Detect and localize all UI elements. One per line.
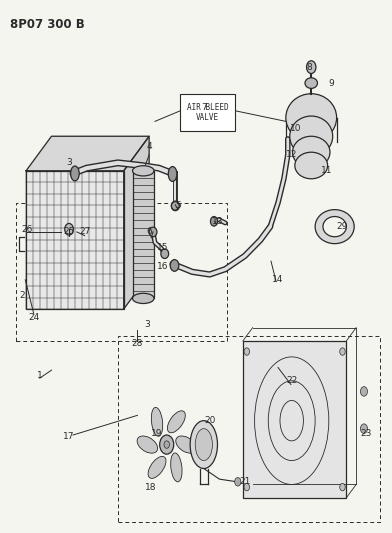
Text: 26: 26	[22, 225, 33, 234]
Text: 10: 10	[290, 124, 301, 133]
Text: 8: 8	[307, 63, 312, 71]
Circle shape	[235, 478, 241, 486]
Text: 22: 22	[286, 376, 297, 385]
Ellipse shape	[315, 209, 354, 244]
Ellipse shape	[211, 216, 218, 226]
Text: 21: 21	[239, 478, 250, 486]
Bar	[132, 171, 154, 298]
Text: 3: 3	[144, 320, 150, 329]
Circle shape	[244, 348, 250, 356]
Ellipse shape	[292, 136, 330, 168]
Text: 13: 13	[212, 217, 223, 226]
Text: 17: 17	[63, 432, 75, 441]
Circle shape	[340, 483, 345, 491]
Ellipse shape	[305, 78, 318, 88]
Circle shape	[361, 386, 367, 396]
Bar	[243, 341, 347, 498]
Text: 23: 23	[360, 430, 372, 439]
Ellipse shape	[65, 223, 73, 235]
Ellipse shape	[171, 201, 179, 211]
Text: 20: 20	[204, 416, 215, 425]
Bar	[180, 94, 235, 131]
Circle shape	[361, 424, 367, 433]
Ellipse shape	[149, 227, 157, 237]
Text: 15: 15	[157, 244, 169, 253]
Ellipse shape	[171, 453, 182, 482]
Ellipse shape	[295, 152, 328, 179]
Text: 3: 3	[66, 158, 72, 167]
Text: 6: 6	[146, 228, 152, 237]
Ellipse shape	[323, 216, 347, 237]
Ellipse shape	[190, 421, 218, 469]
Text: 11: 11	[321, 166, 332, 175]
Ellipse shape	[148, 456, 166, 479]
Text: 5: 5	[176, 201, 181, 210]
Ellipse shape	[132, 166, 154, 176]
Text: 18: 18	[145, 482, 157, 491]
Text: 25: 25	[64, 228, 75, 237]
Text: 2: 2	[19, 291, 25, 300]
Text: 7: 7	[201, 102, 207, 111]
Ellipse shape	[170, 260, 179, 271]
Ellipse shape	[132, 293, 154, 303]
Ellipse shape	[167, 411, 185, 433]
Text: 1: 1	[37, 371, 43, 380]
Text: 28: 28	[132, 339, 143, 348]
Ellipse shape	[151, 407, 163, 436]
Ellipse shape	[286, 94, 337, 142]
Text: 19: 19	[151, 430, 163, 439]
Text: 8P07 300 B: 8P07 300 B	[11, 18, 85, 31]
Ellipse shape	[168, 166, 177, 181]
Ellipse shape	[290, 116, 333, 157]
Ellipse shape	[71, 166, 79, 181]
Text: 27: 27	[79, 228, 91, 237]
Text: 9: 9	[328, 78, 334, 87]
Ellipse shape	[161, 249, 169, 259]
Text: 12: 12	[286, 150, 298, 159]
Ellipse shape	[176, 436, 196, 453]
Text: 4: 4	[146, 142, 152, 151]
Circle shape	[244, 483, 250, 491]
Text: 14: 14	[272, 275, 284, 284]
Bar	[26, 171, 124, 309]
Ellipse shape	[307, 61, 316, 74]
Text: 16: 16	[157, 262, 169, 271]
Ellipse shape	[195, 429, 212, 461]
Text: AIR BLEED
VALVE: AIR BLEED VALVE	[187, 103, 229, 122]
Text: 29: 29	[337, 222, 348, 231]
Circle shape	[164, 441, 169, 448]
Circle shape	[340, 348, 345, 356]
Polygon shape	[26, 136, 149, 171]
Ellipse shape	[137, 436, 158, 453]
Ellipse shape	[171, 201, 179, 210]
Circle shape	[160, 435, 174, 454]
Text: 24: 24	[28, 312, 40, 321]
Polygon shape	[124, 136, 149, 309]
